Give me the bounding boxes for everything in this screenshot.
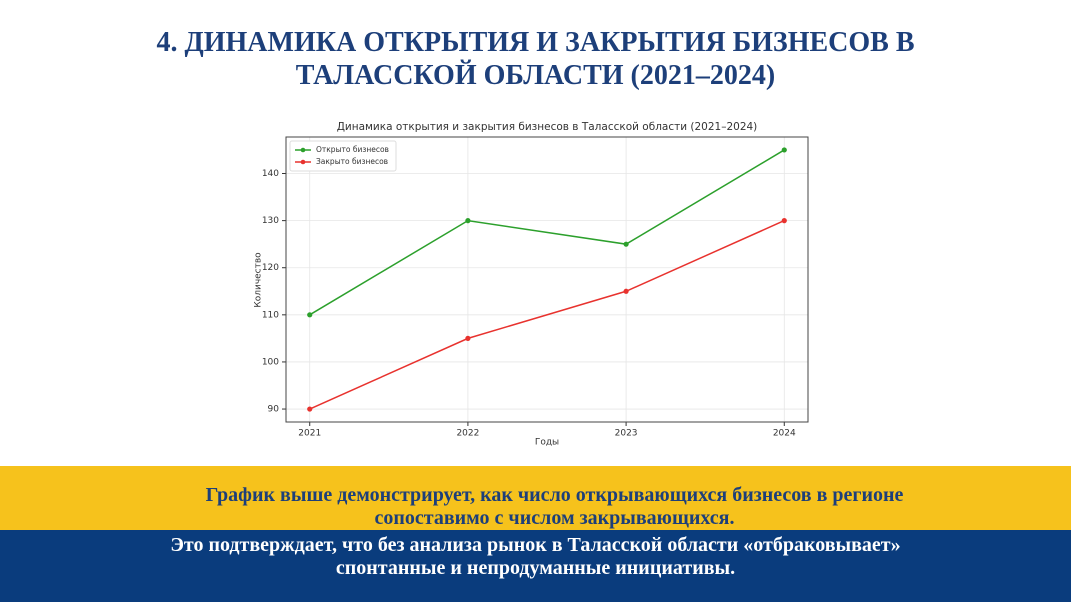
conclusion-band: Это подтверждает, что без анализа рынок … [0, 530, 1071, 602]
legend-label: Открыто бизнесов [316, 145, 389, 154]
chart-title: Динамика открытия и закрытия бизнесов в … [337, 121, 758, 133]
x-tick-label: 2024 [773, 429, 796, 439]
legend-frame [289, 140, 397, 172]
chart: Динамика открытия и закрытия бизнесов в … [254, 121, 809, 448]
x-tick-label: 2023 [615, 429, 638, 439]
highlight-line: График выше демонстрирует, как число отк… [205, 484, 904, 506]
legend-label: Закрыто бизнесов [316, 157, 388, 166]
y-tick-label: 130 [262, 216, 279, 226]
data-point [781, 147, 787, 153]
highlight-band: График выше демонстрирует, как число отк… [0, 466, 1071, 530]
conclusion-line: спонтанные и непродуманные инициативы. [335, 557, 736, 579]
title-line: 4. ДИНАМИКА ОТКРЫТИЯ И ЗАКРЫТИЯ БИЗНЕСОВ… [156, 27, 915, 58]
data-point [307, 312, 313, 318]
legend-marker [300, 159, 306, 165]
y-tick-label: 90 [268, 405, 280, 415]
y-tick-label: 140 [262, 169, 279, 179]
y-tick-label: 120 [262, 263, 279, 273]
legend: Открыто бизнесов Закрыто бизнесов [289, 140, 397, 172]
slide-title: 4. ДИНАМИКА ОТКРЫТИЯ И ЗАКРЫТИЯ БИЗНЕСОВ… [0, 26, 1071, 92]
x-tick-label: 2021 [298, 429, 321, 439]
data-point [623, 241, 629, 247]
data-point [781, 218, 787, 224]
legend-marker [300, 147, 306, 153]
data-point [623, 288, 629, 294]
series-line [309, 219, 785, 410]
data-point [465, 218, 471, 224]
title-line: ТАЛАССКОЙ ОБЛАСТИ (2021–2024) [295, 60, 776, 91]
conclusion-line: Это подтверждает, что без анализа рынок … [170, 534, 901, 556]
y-tick-label: 100 [262, 357, 279, 367]
y-tick-label: 110 [262, 310, 279, 320]
x-axis-label: Годы [535, 438, 559, 448]
y-axis-label: Количество [254, 252, 264, 308]
x-tick-label: 2022 [456, 429, 479, 439]
highlight-line: сопоставимо с числом закрывающихся. [374, 507, 735, 529]
data-point [465, 335, 471, 341]
series-line [309, 149, 785, 316]
plot-frame [285, 136, 809, 423]
data-point [307, 406, 313, 412]
